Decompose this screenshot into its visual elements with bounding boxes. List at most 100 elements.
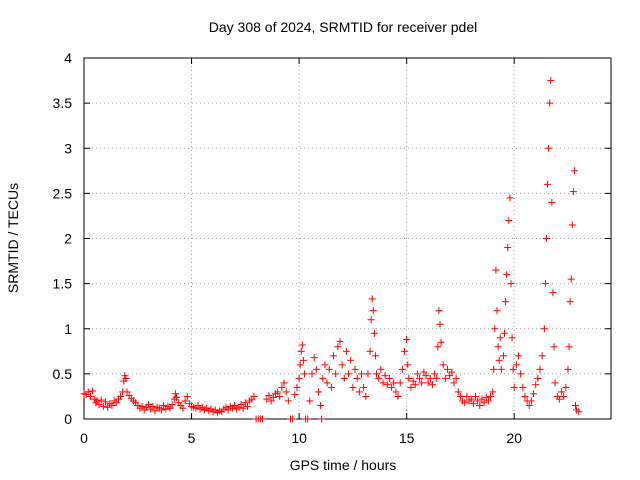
data-point	[265, 392, 273, 400]
data-point	[353, 374, 361, 382]
data-point	[355, 388, 363, 396]
data-point	[403, 336, 411, 344]
data-point	[308, 370, 316, 378]
data-point	[92, 399, 100, 407]
data-point	[97, 396, 105, 404]
data-point	[112, 399, 120, 407]
data-point	[259, 415, 267, 423]
data-point	[463, 392, 471, 400]
data-point	[474, 397, 482, 405]
data-point	[194, 401, 202, 409]
data-point	[181, 397, 189, 405]
y-tick-label: 1	[64, 321, 72, 337]
data-point	[312, 365, 320, 373]
data-point	[276, 392, 284, 400]
data-point	[280, 379, 288, 387]
data-point	[437, 338, 445, 346]
data-point	[349, 383, 357, 391]
data-point	[366, 347, 374, 355]
data-point	[93, 397, 101, 405]
data-point	[108, 401, 116, 409]
x-tick-label: 0	[80, 430, 88, 446]
y-tick-label: 0.5	[53, 366, 73, 382]
data-point	[497, 365, 505, 373]
data-point	[379, 379, 387, 387]
data-point	[418, 379, 426, 387]
data-point	[269, 393, 277, 401]
y-tick-label: 1.5	[53, 276, 73, 292]
data-point	[321, 361, 329, 369]
data-point	[504, 244, 512, 252]
data-point	[519, 383, 527, 391]
data-point	[478, 395, 486, 403]
data-point	[551, 379, 559, 387]
data-point	[241, 399, 249, 407]
data-point	[282, 388, 290, 396]
data-point	[338, 361, 346, 369]
data-point	[295, 374, 303, 382]
data-point	[494, 343, 502, 351]
data-point	[84, 388, 92, 396]
data-point	[502, 298, 510, 306]
data-point	[405, 374, 413, 382]
data-point	[327, 383, 335, 391]
data-point	[267, 397, 275, 405]
data-point	[471, 392, 479, 400]
data-point	[179, 404, 187, 412]
data-point	[172, 393, 180, 401]
data-point	[123, 388, 131, 396]
x-tick-label: 5	[188, 430, 196, 446]
y-tick-label: 2.5	[53, 185, 73, 201]
data-point	[318, 415, 326, 423]
data-point	[330, 352, 338, 360]
data-point	[392, 388, 400, 396]
x-tick-label: 20	[506, 430, 522, 446]
data-point	[298, 341, 306, 349]
data-point	[345, 370, 353, 378]
data-point	[284, 397, 292, 405]
data-point	[435, 307, 443, 315]
data-point	[404, 361, 412, 369]
data-point	[542, 235, 550, 242]
data-point	[572, 401, 580, 409]
data-point	[489, 388, 497, 396]
x-axis: 0 5 10 15 20	[80, 58, 522, 446]
data-point	[306, 397, 314, 405]
data-point	[426, 374, 434, 382]
data-point	[224, 406, 232, 414]
data-point	[525, 401, 533, 409]
data-point	[149, 402, 157, 410]
data-point	[420, 368, 428, 376]
data-points	[80, 77, 583, 423]
data-point	[487, 392, 495, 400]
data-point	[508, 334, 516, 342]
data-point	[495, 356, 503, 364]
data-point	[289, 415, 297, 423]
data-point	[503, 271, 511, 279]
data-point	[512, 361, 520, 369]
data-point	[444, 365, 452, 373]
data-point	[86, 392, 94, 400]
data-point	[388, 383, 396, 391]
x-axis-label: GPS time / hours	[290, 457, 397, 473]
data-point	[493, 307, 501, 315]
data-point	[439, 361, 447, 369]
data-point	[532, 381, 540, 389]
data-point	[530, 390, 538, 398]
data-point	[117, 392, 125, 400]
data-point	[239, 404, 247, 412]
data-point	[547, 77, 555, 85]
data-point	[492, 266, 500, 274]
data-point	[517, 370, 525, 378]
data-point	[323, 379, 331, 387]
data-point	[243, 402, 251, 410]
data-point	[496, 334, 504, 342]
data-point	[454, 388, 462, 396]
data-point	[368, 295, 376, 303]
data-point	[319, 374, 327, 382]
data-point	[564, 365, 572, 373]
data-point	[546, 99, 554, 107]
data-point	[102, 398, 110, 406]
data-point	[383, 381, 391, 389]
data-point	[370, 329, 378, 337]
